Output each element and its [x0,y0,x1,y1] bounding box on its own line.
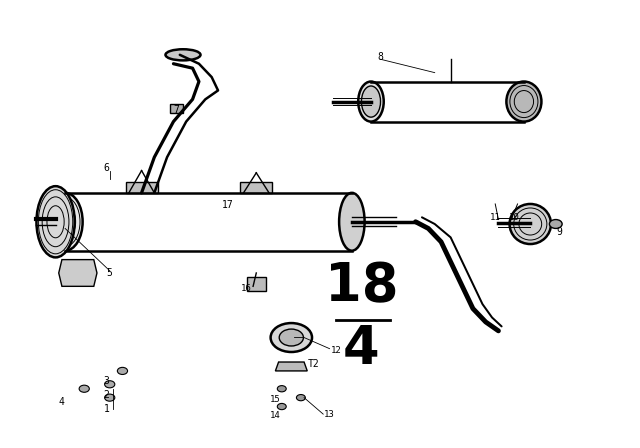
Text: 13: 13 [324,409,335,418]
Ellipse shape [339,193,365,251]
Text: 2: 2 [104,390,109,401]
Text: 1: 1 [104,404,109,414]
Text: 18: 18 [324,260,398,312]
Ellipse shape [358,82,384,121]
Polygon shape [246,277,266,291]
Ellipse shape [166,49,200,60]
Ellipse shape [279,329,303,346]
Ellipse shape [47,193,83,251]
Ellipse shape [362,86,381,117]
Polygon shape [275,362,307,371]
Text: 11: 11 [490,213,500,222]
Text: T2: T2 [308,359,319,369]
Circle shape [104,381,115,388]
Circle shape [277,386,286,392]
Ellipse shape [506,82,541,121]
Text: 17: 17 [221,200,234,210]
Text: 3: 3 [104,376,109,386]
Text: 10: 10 [509,213,520,222]
Text: 4: 4 [343,323,380,375]
Circle shape [277,404,286,409]
Text: 9: 9 [556,227,562,237]
Circle shape [296,395,305,401]
Polygon shape [125,182,157,193]
Text: 4: 4 [59,397,65,407]
Text: 5: 5 [107,268,113,278]
Ellipse shape [271,323,312,352]
Text: 14: 14 [270,411,281,420]
Circle shape [549,220,562,228]
Circle shape [79,385,90,392]
Polygon shape [59,260,97,286]
Text: 6: 6 [104,164,109,173]
Polygon shape [170,104,183,113]
Text: 8: 8 [378,52,383,62]
Ellipse shape [509,204,551,244]
Ellipse shape [36,186,75,258]
Text: 16: 16 [241,284,252,293]
Circle shape [104,394,115,401]
Polygon shape [241,182,272,193]
Text: 15: 15 [270,396,281,405]
Circle shape [117,367,127,375]
Text: 7: 7 [173,105,180,116]
Text: 12: 12 [330,346,341,355]
